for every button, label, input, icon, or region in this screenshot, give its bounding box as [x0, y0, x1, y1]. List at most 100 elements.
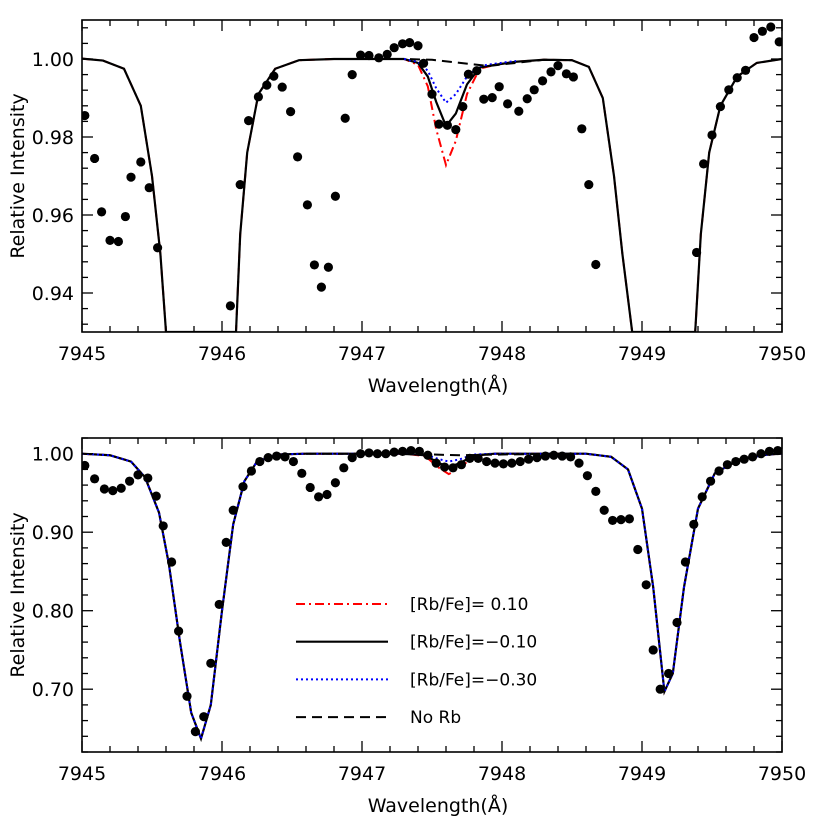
data-point	[133, 470, 143, 480]
data-point	[764, 446, 775, 456]
data-point	[529, 85, 539, 95]
data-point	[302, 200, 312, 210]
data-point	[246, 466, 256, 476]
data-point	[398, 39, 408, 49]
data-point	[190, 726, 200, 737]
data-point	[398, 446, 408, 456]
x-tick-label: 7949	[618, 763, 666, 785]
data-point	[697, 492, 707, 502]
data-point	[774, 37, 782, 47]
data-point	[144, 183, 154, 193]
data-point	[624, 514, 635, 524]
plot-area	[82, 445, 782, 743]
data-point	[90, 153, 100, 164]
data-point	[414, 446, 424, 456]
data-point	[382, 49, 392, 59]
data-point	[591, 486, 601, 496]
data-point	[228, 505, 238, 515]
data-point	[655, 684, 665, 694]
data-point	[158, 521, 168, 531]
data-point	[724, 85, 734, 95]
data-point	[255, 456, 265, 467]
data-point	[356, 449, 366, 459]
data-point	[125, 476, 135, 486]
data-point	[262, 80, 272, 90]
y-tick-label: 1.00	[32, 444, 74, 466]
data-point	[389, 43, 399, 53]
data-point	[347, 70, 357, 80]
data-point	[538, 76, 548, 86]
data-point	[463, 69, 473, 79]
series-line-rb_0.10	[82, 57, 782, 332]
data-point	[458, 101, 468, 112]
data-point	[406, 445, 416, 456]
data-point	[442, 120, 452, 130]
data-point	[616, 515, 626, 525]
data-point	[608, 515, 618, 526]
data-point	[330, 478, 340, 488]
data-point	[199, 712, 209, 722]
data-point	[182, 691, 192, 701]
data-point	[568, 72, 579, 82]
data-point	[514, 106, 524, 116]
data-point	[739, 454, 749, 464]
data-point	[253, 92, 263, 102]
legend-label: [Rb/Fe]= 0.10	[410, 595, 528, 615]
data-point	[108, 486, 118, 496]
data-point	[143, 473, 153, 483]
data-point	[731, 456, 741, 467]
data-point	[503, 99, 513, 109]
y-axis-title: Relative Intensity	[7, 93, 29, 258]
y-axis-title: Relative Intensity	[7, 512, 29, 677]
data-point	[153, 243, 163, 253]
x-tick-label: 7945	[58, 343, 106, 365]
series-line-no_rb	[362, 58, 573, 68]
data-point	[340, 113, 350, 123]
data-point	[582, 471, 593, 481]
data-point	[356, 50, 366, 60]
data-point	[314, 492, 324, 502]
data-point	[591, 259, 601, 270]
data-point	[116, 483, 126, 493]
x-tick-label: 7946	[198, 343, 246, 365]
x-axis-title: Wavelength(Å)	[368, 794, 509, 817]
y-tick-label: 0.96	[32, 205, 74, 227]
x-tick-label: 7948	[478, 343, 526, 365]
data-point	[90, 474, 100, 484]
data-point	[532, 453, 542, 463]
y-tick-label: 0.94	[32, 283, 74, 305]
data-point	[482, 456, 492, 467]
data-point	[280, 452, 290, 462]
data-point	[549, 450, 559, 460]
observed-points	[82, 22, 782, 311]
data-point	[722, 460, 733, 470]
data-point	[546, 67, 556, 77]
data-point	[472, 66, 482, 76]
data-point	[286, 107, 296, 117]
data-point	[766, 22, 776, 32]
data-point	[732, 73, 742, 83]
x-tick-label: 7949	[618, 343, 666, 365]
data-point	[99, 484, 109, 494]
data-point	[574, 458, 584, 468]
legend-label: [Rb/Fe]=−0.30	[410, 670, 537, 690]
data-point	[263, 453, 273, 463]
data-point	[323, 262, 333, 272]
data-point	[419, 58, 429, 68]
data-point	[714, 466, 724, 476]
data-point	[82, 460, 90, 471]
data-point	[381, 449, 391, 459]
data-point	[297, 468, 307, 478]
data-point	[749, 32, 759, 43]
y-tick-label: 0.80	[32, 601, 74, 623]
data-point	[330, 191, 340, 201]
data-point	[494, 82, 504, 92]
data-point	[448, 463, 458, 473]
data-point	[561, 69, 572, 79]
data-point	[347, 453, 357, 463]
data-point	[756, 449, 766, 459]
data-point	[706, 476, 716, 486]
data-point	[372, 449, 382, 459]
data-point	[136, 157, 146, 167]
